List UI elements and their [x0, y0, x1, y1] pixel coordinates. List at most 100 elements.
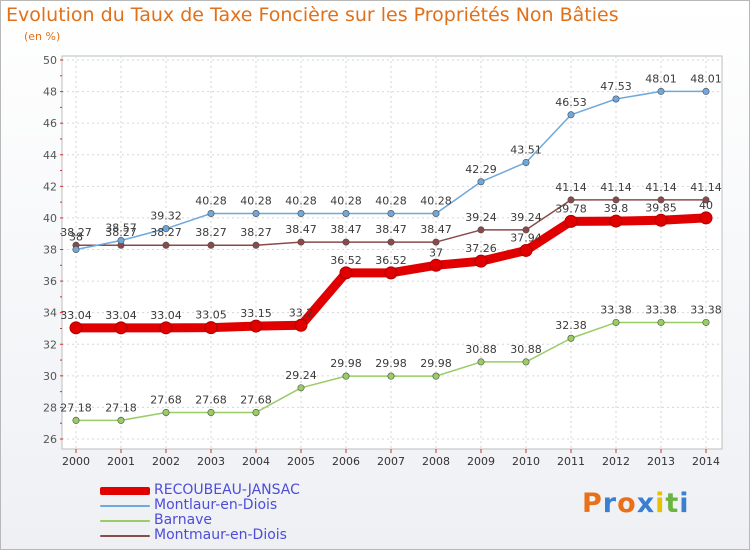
- data-label: 27.68: [195, 393, 227, 406]
- data-label: 39.78: [555, 202, 587, 215]
- data-label: 40.28: [285, 194, 317, 207]
- y-tick-label: 40: [43, 212, 57, 225]
- data-point: [252, 209, 260, 217]
- y-tick-label: 32: [43, 338, 57, 351]
- x-tick-label: 2005: [287, 455, 315, 468]
- data-point: [477, 178, 485, 186]
- data-label: 38.47: [375, 223, 407, 236]
- data-label: 36.52: [375, 254, 407, 267]
- data-point: [342, 209, 350, 217]
- y-tick-label: 26: [43, 433, 57, 446]
- data-label: 39.85: [645, 201, 677, 214]
- data-point: [72, 416, 80, 424]
- data-point: [567, 111, 575, 119]
- data-label: 48.01: [645, 72, 677, 85]
- data-point: [702, 196, 710, 204]
- legend-label: Montmaur-en-Diois: [154, 527, 287, 543]
- data-label: 40.28: [240, 194, 272, 207]
- logo-letter: r: [602, 488, 618, 519]
- data-point: [162, 225, 170, 233]
- data-point: [339, 266, 353, 280]
- logo-letter: i: [679, 488, 690, 519]
- data-label: 36.52: [330, 254, 362, 267]
- data-point: [564, 214, 578, 228]
- x-tick-label: 2006: [332, 455, 360, 468]
- legend-swatch: [100, 505, 150, 507]
- proxiti-logo: Proxiti: [582, 488, 690, 519]
- data-label: 38.27: [105, 226, 137, 239]
- x-tick-label: 2010: [512, 455, 540, 468]
- data-label: 33.15: [240, 307, 272, 320]
- data-point: [384, 266, 398, 280]
- data-label: 27.68: [150, 393, 182, 406]
- data-point: [69, 321, 83, 335]
- y-tick-label: 50: [43, 54, 57, 67]
- data-point: [432, 238, 440, 246]
- data-label: 37: [429, 246, 443, 259]
- x-tick-label: 2009: [467, 455, 495, 468]
- y-tick-label: 34: [43, 307, 57, 320]
- data-label: 33.04: [150, 309, 182, 322]
- data-point: [342, 372, 350, 380]
- data-label: 42.29: [465, 163, 497, 176]
- data-point: [567, 196, 575, 204]
- y-tick-label: 44: [43, 149, 57, 162]
- data-point: [387, 238, 395, 246]
- data-point: [522, 158, 530, 166]
- data-label: 39.24: [510, 211, 542, 224]
- data-point: [162, 241, 170, 249]
- data-point: [162, 408, 170, 416]
- data-label: 40.28: [195, 194, 227, 207]
- data-label: 30.88: [510, 343, 542, 356]
- data-point: [567, 334, 575, 342]
- data-label: 40.28: [420, 194, 452, 207]
- data-label: 32.38: [555, 319, 587, 332]
- data-label: 38.47: [420, 223, 452, 236]
- data-point: [297, 209, 305, 217]
- data-label: 29.98: [375, 357, 407, 370]
- data-point: [432, 372, 440, 380]
- data-label: 41.14: [600, 181, 632, 194]
- logo-letter: P: [582, 488, 603, 519]
- y-tick-label: 28: [43, 401, 57, 414]
- data-label: 39.32: [150, 210, 182, 223]
- data-label: 33.2: [289, 306, 314, 319]
- data-point: [297, 238, 305, 246]
- x-tick-label: 2002: [152, 455, 180, 468]
- data-point: [657, 196, 665, 204]
- data-point: [387, 209, 395, 217]
- data-point: [252, 408, 260, 416]
- y-axis-unit: (en %): [24, 30, 61, 43]
- data-label: 33.38: [645, 303, 677, 316]
- data-label: 27.18: [60, 401, 92, 414]
- plot-area: [61, 55, 723, 450]
- data-label: 48.01: [690, 72, 722, 85]
- data-label: 33.38: [690, 303, 722, 316]
- data-label: 38.57: [105, 221, 137, 234]
- data-label: 38.27: [60, 226, 92, 239]
- data-label: 43.51: [510, 143, 542, 156]
- data-label: 33.05: [195, 309, 227, 322]
- x-tick-label: 2012: [602, 455, 630, 468]
- x-tick-label: 2007: [377, 455, 405, 468]
- data-label: 27.68: [240, 393, 272, 406]
- data-point: [699, 211, 713, 225]
- data-point: [612, 95, 620, 103]
- data-label: 33.38: [600, 303, 632, 316]
- data-label: 40: [699, 199, 713, 212]
- data-label: 38.27: [195, 226, 227, 239]
- data-point: [204, 321, 218, 335]
- data-point: [702, 87, 710, 95]
- data-label: 39.8: [604, 202, 629, 215]
- data-label: 29.24: [285, 369, 317, 382]
- data-label: 47.53: [600, 80, 632, 93]
- x-tick-label: 2013: [647, 455, 675, 468]
- data-label: 41.14: [645, 181, 677, 194]
- legend-label: Montlaur-en-Diois: [154, 497, 278, 513]
- data-point: [429, 258, 443, 272]
- data-point: [609, 214, 623, 228]
- data-label: 40.28: [375, 194, 407, 207]
- data-point: [612, 196, 620, 204]
- logo-letter: i: [655, 488, 666, 519]
